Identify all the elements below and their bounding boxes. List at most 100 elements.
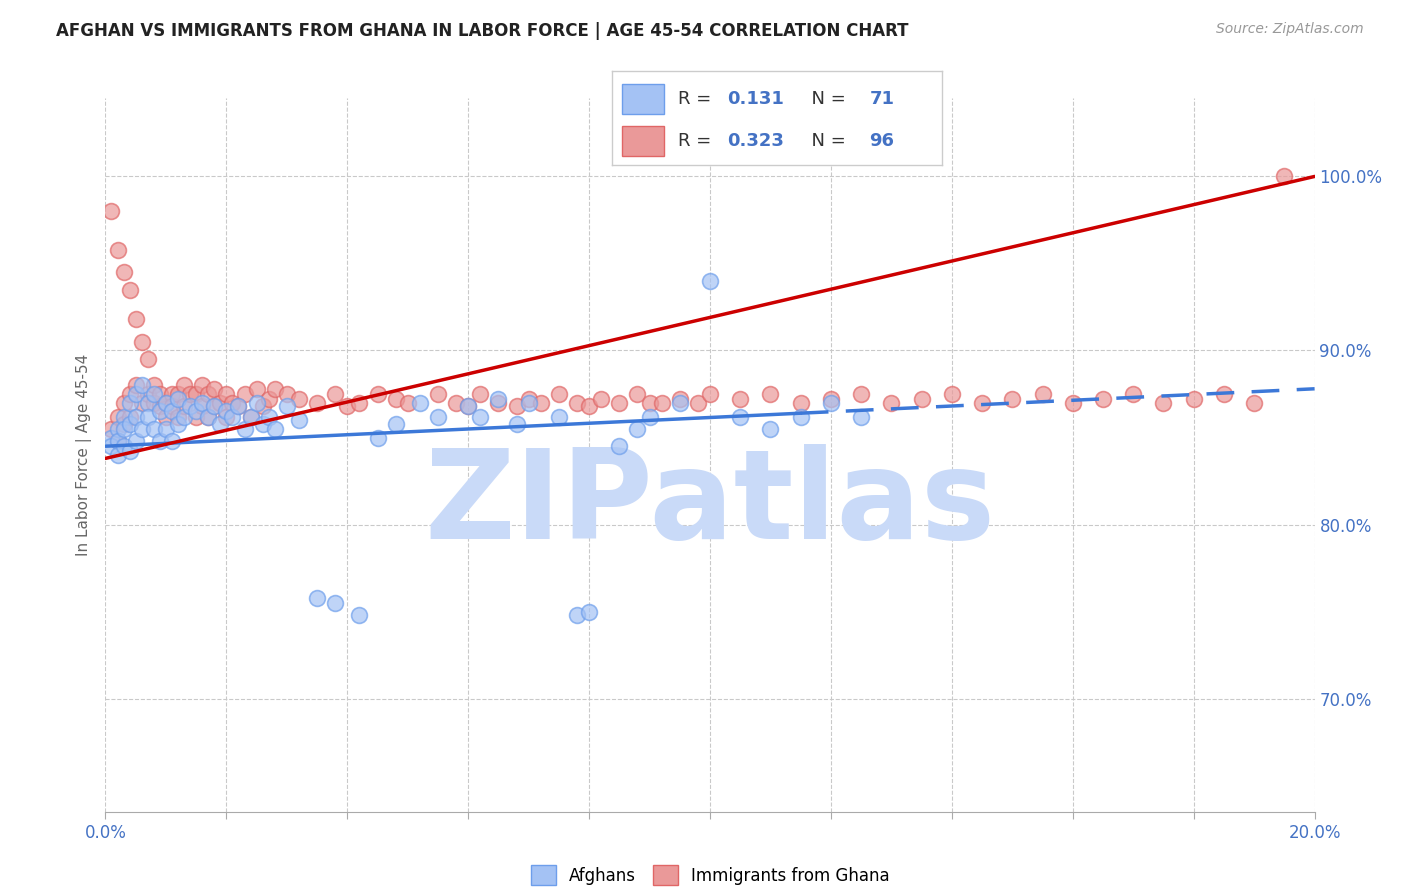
Point [131,378,153,392]
Point [820,395,842,409]
Point [517,392,540,407]
Point [486,395,509,409]
Point [257,392,280,407]
Point [118,417,141,431]
Legend: Afghans, Immigrants from Ghana: Afghans, Immigrants from Ghana [530,865,890,886]
Text: AFGHAN VS IMMIGRANTS FROM GHANA IN LABOR FORCE | AGE 45-54 CORRELATION CHART: AFGHAN VS IMMIGRANTS FROM GHANA IN LABOR… [56,22,908,40]
Point [233,387,256,401]
Point [160,404,183,418]
Point [142,387,165,401]
Point [288,413,311,427]
Point [112,265,135,279]
Point [759,387,782,401]
Point [1153,395,1175,409]
Point [505,399,527,413]
Point [1062,395,1084,409]
Point [1091,392,1114,407]
Point [124,409,148,424]
Point [228,399,250,413]
Point [911,392,934,407]
Point [505,417,527,431]
Point [112,395,135,409]
Point [263,422,285,436]
Point [215,409,238,424]
Point [191,399,214,413]
FancyBboxPatch shape [621,84,665,113]
Point [336,399,359,413]
Point [239,409,262,424]
Point [1122,387,1144,401]
Point [699,387,721,401]
Point [426,387,449,401]
Point [626,387,648,401]
Point [252,417,274,431]
Point [173,409,195,424]
Point [565,395,588,409]
Point [142,378,165,392]
Point [384,417,406,431]
Point [470,409,492,424]
Point [849,409,872,424]
Point [323,596,346,610]
Point [880,395,903,409]
Point [215,404,238,418]
Text: R =: R = [678,89,717,108]
Text: 0.323: 0.323 [727,132,785,150]
Point [118,395,141,409]
Point [221,395,243,409]
Point [470,387,492,401]
Point [118,409,141,424]
Point [233,422,256,436]
Point [142,395,165,409]
Point [820,392,842,407]
Point [100,430,122,444]
Point [366,430,388,444]
Point [669,392,692,407]
Point [548,409,571,424]
Point [215,387,238,401]
Point [263,382,285,396]
Point [759,422,782,436]
Point [124,387,148,401]
Point [941,387,963,401]
Point [457,399,479,413]
Point [221,409,243,424]
Point [209,417,232,431]
Point [396,395,419,409]
Point [197,409,219,424]
Text: 96: 96 [869,132,894,150]
Point [790,409,813,424]
Point [118,444,141,458]
Point [149,404,172,418]
Point [197,387,219,401]
Point [197,409,219,424]
Point [530,395,553,409]
Point [1182,392,1205,407]
Point [790,395,813,409]
Point [849,387,872,401]
Point [186,387,208,401]
Text: N =: N = [800,132,852,150]
Point [173,378,195,392]
Point [107,422,129,436]
Point [155,409,177,424]
Point [517,395,540,409]
Point [349,395,371,409]
Point [136,395,159,409]
Point [179,387,201,401]
Point [669,395,692,409]
Point [349,608,371,623]
Point [149,434,172,448]
Point [155,395,177,409]
Text: N =: N = [800,89,852,108]
Point [191,378,214,392]
Point [202,382,225,396]
Point [131,334,153,349]
Point [1212,387,1236,401]
Point [155,422,177,436]
Point [209,395,232,409]
Point [651,395,673,409]
Point [112,439,135,453]
Point [638,395,661,409]
Point [160,387,183,401]
